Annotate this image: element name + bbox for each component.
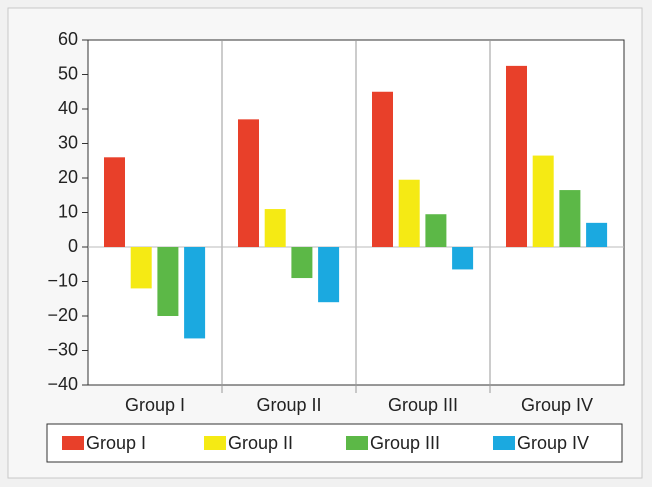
bar: [372, 91, 393, 247]
x-tick-label: Group IV: [521, 395, 593, 415]
bar: [506, 65, 527, 247]
x-tick-label: Group III: [388, 395, 458, 415]
bar: [532, 155, 554, 247]
x-tick-label: Group II: [256, 395, 321, 415]
bar: [104, 157, 125, 247]
legend-swatch: [204, 436, 226, 450]
legend-label: Group I: [86, 433, 146, 453]
bar: [425, 214, 447, 247]
bar: [398, 179, 420, 247]
bar: [157, 247, 179, 316]
bar: [184, 247, 206, 339]
y-tick-label: 50: [58, 63, 78, 83]
bar: [130, 247, 152, 289]
x-tick-label: Group I: [125, 395, 185, 415]
y-tick-label: −20: [47, 305, 78, 325]
legend-label: Group II: [228, 433, 293, 453]
y-tick-label: 30: [58, 132, 78, 152]
bar: [559, 190, 581, 247]
y-tick-label: 10: [58, 201, 78, 221]
y-tick-label: 60: [58, 29, 78, 49]
y-tick-label: 20: [58, 167, 78, 187]
bar: [238, 119, 259, 247]
bar: [318, 247, 340, 303]
bar: [291, 247, 313, 279]
y-tick-label: 0: [68, 236, 78, 256]
legend-swatch: [493, 436, 515, 450]
bar: [452, 247, 474, 270]
y-tick-label: −40: [47, 374, 78, 394]
legend-box: [46, 423, 623, 463]
legend-label: Group III: [370, 433, 440, 453]
y-tick-label: 40: [58, 98, 78, 118]
y-tick-label: −10: [47, 270, 78, 290]
bar: [264, 209, 286, 247]
legend-label: Group IV: [517, 433, 589, 453]
y-tick-label: −30: [47, 339, 78, 359]
legend-swatch: [62, 436, 84, 450]
bar: [586, 222, 608, 247]
legend-swatch: [346, 436, 368, 450]
